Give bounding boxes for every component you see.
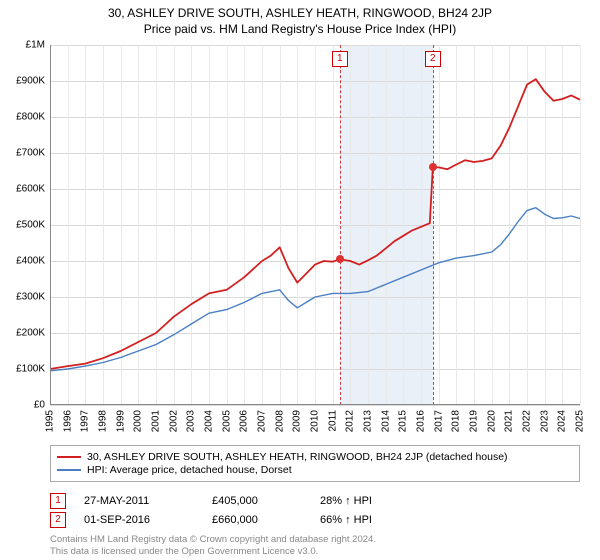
x-tick-label: 2007: [257, 410, 268, 432]
chart-area: £0£100K£200K£300K£400K£500K£600K£700K£80…: [50, 45, 580, 405]
x-tick-label: 1999: [115, 410, 126, 432]
y-tick-label: £200K: [0, 328, 45, 339]
x-tick-label: 2013: [363, 410, 374, 432]
x-tick-label: 2016: [416, 410, 427, 432]
y-axis-line: [50, 45, 51, 405]
x-tick-label: 2001: [151, 410, 162, 432]
x-tick-label: 2023: [539, 410, 550, 432]
legend-label-property: 30, ASHLEY DRIVE SOUTH, ASHLEY HEATH, RI…: [87, 451, 508, 463]
sale-marker-box: 2: [425, 51, 441, 67]
line-series-svg: [50, 45, 580, 405]
x-tick-label: 2012: [345, 410, 356, 432]
x-tick-label: 1998: [98, 410, 109, 432]
y-tick-label: £700K: [0, 148, 45, 159]
x-tick-label: 2009: [292, 410, 303, 432]
y-tick-label: £500K: [0, 220, 45, 231]
y-tick-label: £300K: [0, 292, 45, 303]
x-tick-label: 2008: [274, 410, 285, 432]
y-tick-label: £0: [0, 400, 45, 411]
sale-price-1: £405,000: [212, 495, 302, 507]
sales-table: 1 27-MAY-2011 £405,000 28% ↑ HPI 2 01-SE…: [50, 490, 580, 531]
y-tick-label: £400K: [0, 256, 45, 267]
gridline-h: [50, 405, 580, 406]
x-tick-label: 1995: [45, 410, 56, 432]
x-tick-label: 2011: [327, 410, 338, 432]
y-tick-label: £800K: [0, 112, 45, 123]
x-tick-label: 2003: [186, 410, 197, 432]
sale-date-1: 27-MAY-2011: [84, 495, 194, 507]
sale-point: [336, 255, 344, 263]
y-tick-label: £1M: [0, 40, 45, 51]
x-tick-label: 2014: [380, 410, 391, 432]
footer-attribution: Contains HM Land Registry data © Crown c…: [50, 534, 376, 558]
x-axis-line: [50, 404, 580, 405]
sale-date-2: 01-SEP-2016: [84, 514, 194, 526]
legend-box: 30, ASHLEY DRIVE SOUTH, ASHLEY HEATH, RI…: [50, 445, 580, 482]
x-tick-label: 2002: [168, 410, 179, 432]
y-tick-label: £100K: [0, 364, 45, 375]
sale-delta-2: 66% ↑ HPI: [320, 514, 410, 526]
sales-row-2: 2 01-SEP-2016 £660,000 66% ↑ HPI: [50, 512, 580, 528]
sale-number-box-1: 1: [50, 493, 66, 509]
y-tick-label: £900K: [0, 76, 45, 87]
series-line-property: [50, 79, 580, 369]
legend-row-property: 30, ASHLEY DRIVE SOUTH, ASHLEY HEATH, RI…: [57, 451, 573, 463]
x-tick-label: 1997: [80, 410, 91, 432]
footer-line2: This data is licensed under the Open Gov…: [50, 546, 376, 558]
chart-container: 30, ASHLEY DRIVE SOUTH, ASHLEY HEATH, RI…: [0, 0, 600, 560]
legend-swatch-hpi: [57, 469, 81, 471]
x-tick-label: 2019: [469, 410, 480, 432]
sale-number-box-2: 2: [50, 512, 66, 528]
x-tick-label: 2006: [239, 410, 250, 432]
title-address: 30, ASHLEY DRIVE SOUTH, ASHLEY HEATH, RI…: [0, 6, 600, 20]
x-tick-label: 2018: [451, 410, 462, 432]
sale-delta-1: 28% ↑ HPI: [320, 495, 410, 507]
plot-region: £0£100K£200K£300K£400K£500K£600K£700K£80…: [50, 45, 580, 405]
x-tick-label: 2025: [575, 410, 586, 432]
x-tick-label: 1996: [62, 410, 73, 432]
sale-point: [429, 163, 437, 171]
y-tick-label: £600K: [0, 184, 45, 195]
title-block: 30, ASHLEY DRIVE SOUTH, ASHLEY HEATH, RI…: [0, 0, 600, 36]
sales-row-1: 1 27-MAY-2011 £405,000 28% ↑ HPI: [50, 493, 580, 509]
x-tick-label: 2024: [557, 410, 568, 432]
x-tick-label: 2020: [486, 410, 497, 432]
footer-line1: Contains HM Land Registry data © Crown c…: [50, 534, 376, 546]
x-tick-label: 2005: [221, 410, 232, 432]
legend-row-hpi: HPI: Average price, detached house, Dors…: [57, 464, 573, 476]
title-subtitle: Price paid vs. HM Land Registry's House …: [0, 22, 600, 36]
legend-label-hpi: HPI: Average price, detached house, Dors…: [87, 464, 292, 476]
x-tick-label: 2000: [133, 410, 144, 432]
x-tick-label: 2022: [522, 410, 533, 432]
legend-swatch-property: [57, 456, 81, 458]
x-tick-label: 2004: [204, 410, 215, 432]
x-tick-label: 2015: [398, 410, 409, 432]
x-tick-label: 2010: [310, 410, 321, 432]
sale-marker-box: 1: [332, 51, 348, 67]
sale-price-2: £660,000: [212, 514, 302, 526]
x-tick-label: 2021: [504, 410, 515, 432]
x-tick-label: 2017: [433, 410, 444, 432]
